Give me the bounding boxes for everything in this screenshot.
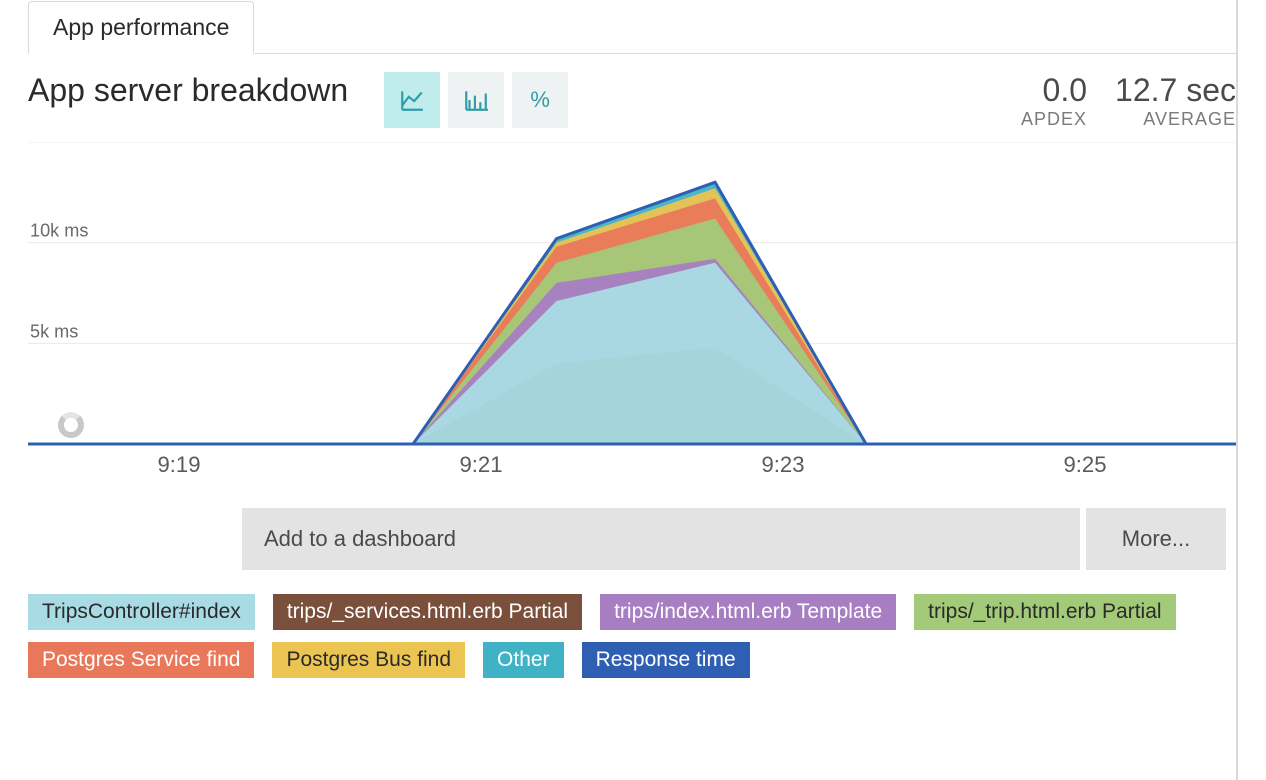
svg-text:9:23: 9:23	[761, 452, 804, 477]
legend-item[interactable]: Postgres Service find	[28, 642, 254, 678]
chart-container: 15k ms10k ms5k ms9:199:219:239:25	[28, 142, 1236, 484]
page-title: App server breakdown	[28, 72, 348, 109]
add-to-dashboard-button[interactable]: Add to a dashboard	[242, 508, 1080, 570]
apdex-label: APDEX	[1021, 109, 1087, 130]
average-label: AVERAGE	[1115, 109, 1236, 130]
view-toggle-group: %	[384, 72, 568, 128]
legend-item[interactable]: TripsController#index	[28, 594, 255, 630]
chart-legend: TripsController#index trips/_services.htm…	[28, 594, 1236, 678]
header: App server breakdown	[28, 72, 1236, 130]
metrics: 0.0 APDEX 12.7 sec AVERAGE	[1021, 72, 1236, 130]
tab-row: App performance	[28, 0, 1236, 54]
area-chart[interactable]: 15k ms10k ms5k ms9:199:219:239:25	[28, 142, 1236, 484]
area-chart-icon	[399, 87, 425, 113]
apdex-metric: 0.0 APDEX	[1021, 72, 1087, 130]
bar-chart-icon	[463, 87, 489, 113]
bar-chart-button[interactable]	[448, 72, 504, 128]
apdex-value: 0.0	[1021, 72, 1087, 109]
loading-spinner-icon	[58, 412, 84, 438]
svg-text:9:19: 9:19	[157, 452, 200, 477]
legend-item[interactable]: Other	[483, 642, 564, 678]
percent-icon: %	[530, 87, 550, 113]
more-button[interactable]: More...	[1086, 508, 1226, 570]
area-chart-button[interactable]	[384, 72, 440, 128]
average-value: 12.7 sec	[1115, 72, 1236, 109]
average-metric: 12.7 sec AVERAGE	[1115, 72, 1236, 130]
svg-text:5k ms: 5k ms	[30, 321, 78, 341]
legend-item[interactable]: trips/index.html.erb Template	[600, 594, 896, 630]
svg-text:9:25: 9:25	[1063, 452, 1106, 477]
chart-actions: Add to a dashboard More...	[242, 508, 1226, 570]
svg-text:10k ms: 10k ms	[30, 221, 88, 241]
percent-button[interactable]: %	[512, 72, 568, 128]
area-TripsController#index	[28, 263, 1236, 444]
legend-item[interactable]: Postgres Bus find	[272, 642, 465, 678]
legend-item[interactable]: trips/_trip.html.erb Partial	[914, 594, 1175, 630]
legend-item[interactable]: trips/_services.html.erb Partial	[273, 594, 582, 630]
legend-item[interactable]: Response time	[582, 642, 750, 678]
tab-app-performance[interactable]: App performance	[28, 1, 254, 54]
svg-text:9:21: 9:21	[459, 452, 502, 477]
